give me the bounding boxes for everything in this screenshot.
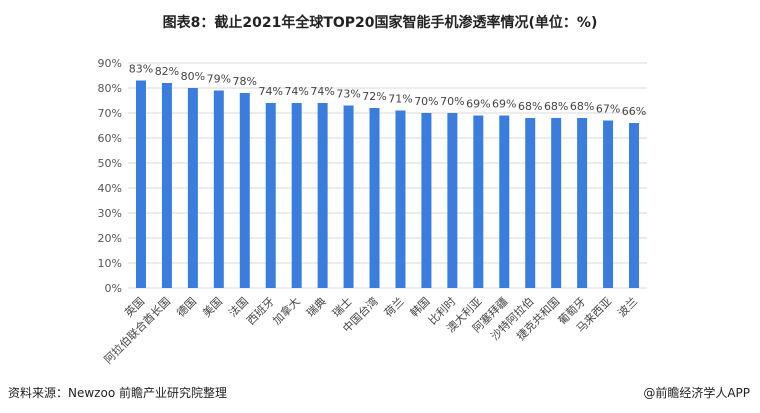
data-label: 68%: [518, 100, 542, 113]
data-label: 69%: [466, 98, 490, 111]
bar: [291, 103, 302, 288]
y-tick-label: 90%: [98, 57, 122, 70]
data-label: 70%: [414, 95, 438, 108]
bar: [213, 90, 224, 288]
bar: [135, 80, 146, 288]
data-label: 69%: [492, 98, 516, 111]
y-tick-label: 70%: [98, 107, 122, 120]
y-tick-label: 20%: [98, 232, 122, 245]
y-tick-label: 10%: [98, 257, 122, 270]
x-tick-label: 瑞典: [303, 294, 328, 319]
brand-label: @前瞻经济学人APP: [643, 386, 750, 400]
chart-title: 图表8：截止2021年全球TOP20国家智能手机渗透率情况(单位：%): [162, 15, 598, 31]
data-label: 66%: [622, 105, 646, 118]
bar: [161, 83, 172, 288]
data-label: 83%: [129, 63, 153, 76]
data-label: 74%: [258, 85, 282, 98]
y-tick-label: 30%: [98, 207, 122, 220]
x-tick-label: 波兰: [615, 295, 640, 320]
bar: [395, 110, 406, 288]
data-label: 68%: [570, 100, 594, 113]
data-label: 82%: [155, 65, 179, 78]
source-note: 资料来源：Newzoo 前瞻产业研究院整理: [8, 386, 227, 400]
data-label: 73%: [336, 88, 360, 101]
y-tick-label: 60%: [98, 132, 122, 145]
x-tick-label: 荷兰: [382, 295, 407, 320]
y-tick-label: 50%: [98, 157, 122, 170]
data-label: 74%: [310, 85, 334, 98]
bar: [577, 118, 588, 288]
bar: [239, 93, 250, 288]
y-tick-label: 80%: [98, 82, 122, 95]
bar: [551, 118, 562, 288]
bar: [369, 108, 380, 288]
bar: [317, 103, 328, 288]
y-tick-label: 0%: [105, 282, 122, 295]
bar: [525, 118, 536, 288]
bar: [447, 113, 458, 288]
data-label: 71%: [388, 93, 412, 106]
y-tick-label: 40%: [98, 182, 122, 195]
data-label: 79%: [207, 73, 231, 86]
bar: [499, 115, 510, 288]
data-label: 68%: [544, 100, 568, 113]
bar: [187, 88, 198, 288]
data-label: 80%: [181, 70, 205, 83]
bar: [603, 120, 614, 288]
x-tick-label: 加拿大: [270, 294, 303, 327]
x-tick-label: 美国: [200, 295, 225, 320]
bar: [473, 115, 484, 288]
x-tick-label: 西班牙: [244, 295, 277, 328]
data-label: 72%: [362, 90, 386, 103]
data-label: 78%: [233, 75, 257, 88]
data-label: 70%: [440, 95, 464, 108]
x-tick-label: 德国: [174, 294, 199, 319]
bar: [421, 113, 432, 288]
data-label: 74%: [284, 85, 308, 98]
data-label: 67%: [596, 103, 620, 116]
bar: [343, 105, 354, 288]
bar: [265, 103, 276, 288]
bar: [629, 123, 640, 288]
